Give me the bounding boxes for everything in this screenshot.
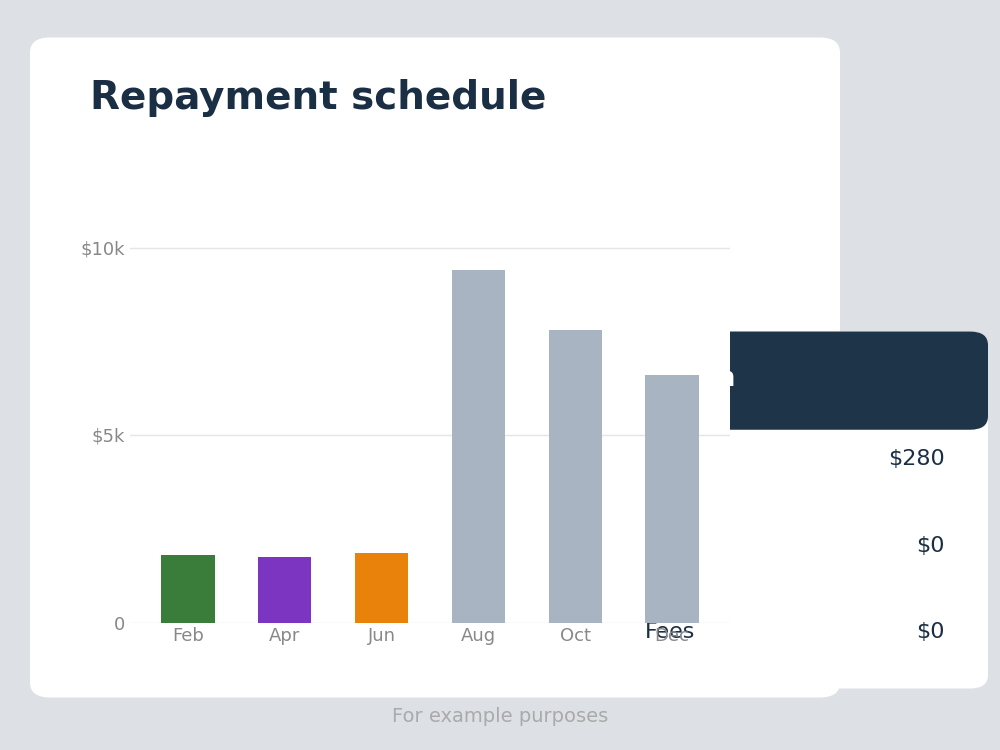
Bar [355, 554, 408, 622]
Text: Interest: Interest [645, 449, 731, 470]
Bar [452, 270, 505, 622]
FancyBboxPatch shape [597, 332, 988, 688]
Bar [615, 377, 970, 416]
Bar [549, 330, 602, 622]
Text: Repayment schedule: Repayment schedule [90, 79, 546, 117]
Text: Capital: Capital [645, 536, 723, 556]
Bar [161, 555, 215, 622]
Bar [645, 375, 699, 622]
FancyBboxPatch shape [597, 332, 988, 430]
Text: $280: $280 [888, 449, 945, 470]
Bar [258, 556, 311, 622]
FancyBboxPatch shape [30, 38, 840, 698]
Text: Fees: Fees [645, 622, 695, 642]
Text: $0: $0 [916, 622, 945, 642]
Text: For example purposes: For example purposes [392, 706, 608, 726]
Text: March: March [645, 366, 736, 392]
Text: $0: $0 [916, 536, 945, 556]
